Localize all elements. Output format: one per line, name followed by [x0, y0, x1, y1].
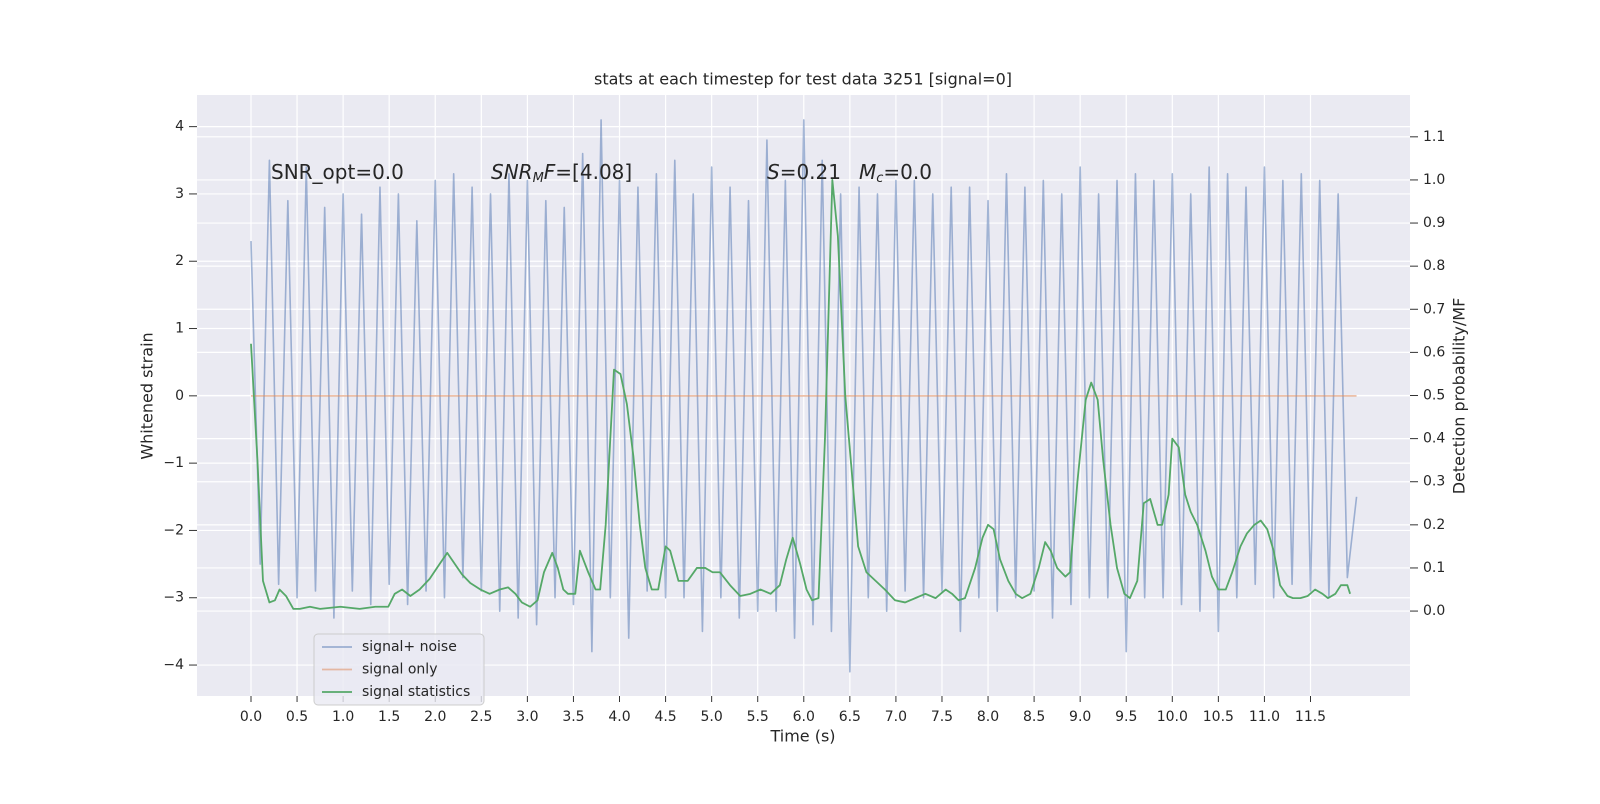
y2-tick-label: 0.2 [1423, 517, 1445, 533]
y2-tick-label: 0.7 [1423, 301, 1445, 317]
y-tick-label: 1 [175, 321, 184, 337]
series-line [250, 119, 1358, 673]
series-line [250, 179, 1351, 610]
annotation-part: S [767, 160, 780, 184]
y-tick-label: 2 [175, 253, 184, 269]
annotations: SNR_opt=0.0 SNRMF=[4.08] S=0.21 Mc=0.0 [271, 160, 932, 186]
annotation: Mc=0.0 [859, 160, 932, 186]
x-tick-label: 11.5 [1295, 709, 1326, 725]
annotation-part: =0.0 [883, 160, 932, 184]
y2-tick-label: 1.0 [1423, 172, 1445, 188]
legend-label: signal statistics [362, 684, 470, 700]
x-tick-label: 10.5 [1203, 709, 1234, 725]
y2-tick-label: 0.6 [1423, 344, 1445, 360]
x-tick-label: 4.5 [654, 709, 676, 725]
y2-tick-label: 0.0 [1423, 603, 1445, 619]
x-tick-label: 6.5 [839, 709, 861, 725]
x-tick-label: 9.0 [1069, 709, 1091, 725]
x-tick-label: 7.0 [885, 709, 907, 725]
y2-tick-label: 0.9 [1423, 215, 1445, 231]
x-tick-label: 3.5 [562, 709, 584, 725]
x-tick-label: 2.5 [470, 709, 492, 725]
annotation-part: M [533, 171, 544, 186]
x-tick-label: 5.5 [747, 709, 769, 725]
x-tick-label: 1.0 [332, 709, 354, 725]
legend-box [313, 633, 485, 706]
legend-label: signal only [362, 662, 437, 678]
x-tick-label: 9.5 [1115, 709, 1137, 725]
marks [250, 119, 1358, 673]
y-tick-label: −3 [163, 590, 184, 606]
y2-tick-label: 0.8 [1423, 258, 1445, 274]
annotation-part: =0.21 [780, 160, 841, 184]
x-tick-label: 10.0 [1157, 709, 1188, 725]
legend-label: signal+ noise [362, 639, 457, 655]
y-tick-label: 0 [175, 388, 184, 404]
x-tick-label: 5.0 [701, 709, 723, 725]
x-tick-label: 0.5 [286, 709, 308, 725]
y-tick-label: −4 [163, 657, 184, 673]
y-tick-label: −1 [163, 455, 184, 471]
y2-tick-label: 0.1 [1423, 560, 1445, 576]
y-tick-label: 3 [175, 186, 184, 202]
annotation-part: =[4.08] [555, 160, 632, 184]
y2-tick-label: 0.3 [1423, 474, 1445, 490]
y2-axis-label: Detection probability/MF [1450, 298, 1469, 495]
annotation-part: SNR_opt=0.0 [271, 160, 404, 184]
x-tick-label: 11.0 [1249, 709, 1280, 725]
y2-tick-label: 0.4 [1423, 431, 1445, 447]
x-tick-label: 6.0 [793, 709, 815, 725]
x-tick-label: 8.5 [1023, 709, 1045, 725]
annotation: SNR_opt=0.0 [271, 160, 404, 184]
x-tick-label: 4.0 [608, 709, 630, 725]
x-tick-label: 0.0 [240, 709, 262, 725]
annotation: S=0.21 [767, 160, 841, 184]
x-tick-label: 1.5 [378, 709, 400, 725]
x-tick-label: 2.0 [424, 709, 446, 725]
x-axis-label: Time (s) [769, 727, 835, 746]
x-tick-label: 3.0 [516, 709, 538, 725]
chart-title: stats at each timestep for test data 325… [594, 70, 1012, 89]
y-tick-label: 4 [175, 119, 184, 135]
annotation-part: SNR [491, 160, 533, 184]
annotation-part: M [859, 160, 876, 184]
legend: signal+ noise signal only signal statistic… [313, 633, 485, 706]
y2-tick-label: 0.5 [1423, 388, 1445, 404]
y-tick-label: −2 [163, 522, 184, 538]
x-tick-label: 7.5 [931, 709, 953, 725]
annotation-part: F [544, 160, 556, 184]
x-tick-label: 8.0 [977, 709, 999, 725]
annotation-part: c [876, 171, 883, 186]
y-axis-label: Whitened strain [138, 332, 157, 459]
y2-tick-label: 1.1 [1423, 129, 1445, 145]
annotation: SNRMF=[4.08] [491, 160, 632, 186]
axes: 0.0 0.5 1.0 1.5 2.0 2.5 3.0 3.5 4.0 4.5 5.0 5.5 6.0 6… [163, 119, 1445, 725]
